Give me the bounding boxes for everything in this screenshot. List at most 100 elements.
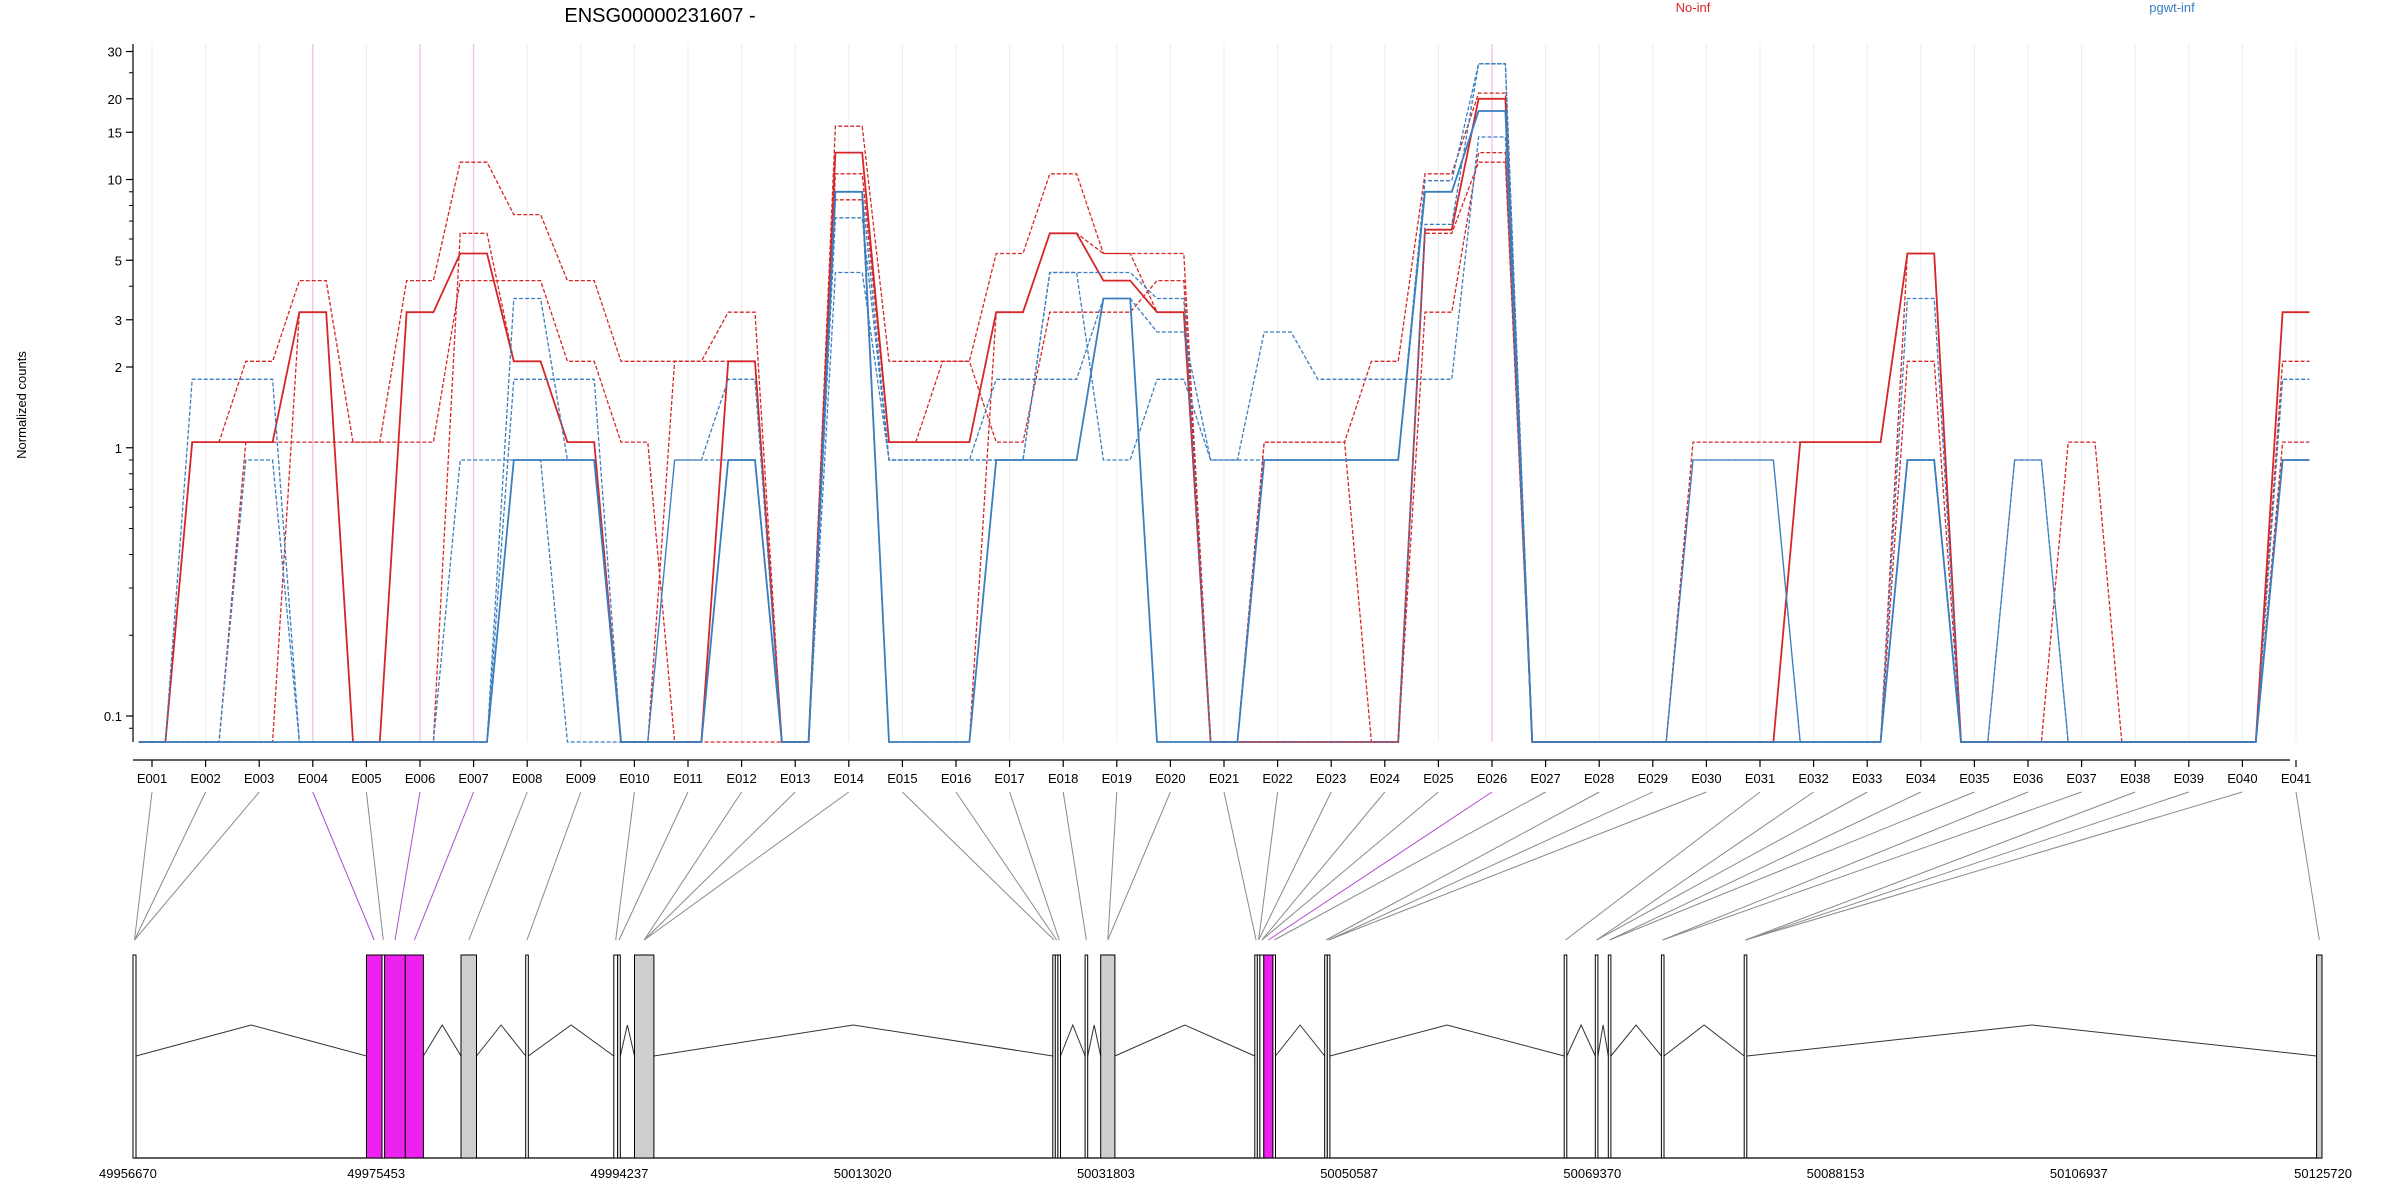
exon-box-E034 xyxy=(1607,954,1612,1159)
connector-E021 xyxy=(1223,791,1257,941)
coord-tick-label: 50050587 xyxy=(1320,1166,1378,1181)
x-tick-label: E012 xyxy=(726,771,756,786)
x-tick-label: E019 xyxy=(1102,771,1132,786)
legend-entry-pgwt-inf: pgwt-inf xyxy=(2149,0,2195,15)
intron-line xyxy=(1329,1024,1565,1057)
connector-E024 xyxy=(1261,791,1386,941)
x-axis: E001 E002 E003 E004 E005 E006 E007 E008 E009 E010… xyxy=(133,759,2311,786)
y-axis-label: Normalized counts xyxy=(14,351,29,459)
coord-tick-label: 50125720 xyxy=(2294,1166,2352,1181)
intron-line xyxy=(1746,1024,2317,1057)
chart-title: ENSG00000231607 - xyxy=(564,5,755,27)
y-tick-label: 1 xyxy=(115,441,122,456)
x-tick-label: E004 xyxy=(298,771,328,786)
connector-E030 xyxy=(1328,791,1707,941)
connector-E026 xyxy=(1268,791,1493,941)
intron-line xyxy=(1597,1024,1609,1057)
exon-box-E001 xyxy=(132,954,137,1159)
connector-E002 xyxy=(134,791,207,941)
exon-box-E041 xyxy=(2316,954,2323,1159)
connector-E015 xyxy=(902,791,1055,941)
connector-E034 xyxy=(1609,791,1922,941)
y-axis: 0.1 1 2 3 5 10 15 20 30 xyxy=(104,44,134,742)
x-tick-label: E005 xyxy=(351,771,381,786)
coord-tick-label: 49994237 xyxy=(591,1166,649,1181)
connector-E017 xyxy=(1009,791,1060,941)
x-tick-label: E013 xyxy=(780,771,810,786)
connector-E022 xyxy=(1258,791,1279,941)
x-tick-label: E035 xyxy=(1959,771,1989,786)
connector-E038 xyxy=(1745,791,2136,941)
x-tick-label: E011 xyxy=(673,771,702,786)
series-line-pgwt-inf-5 xyxy=(138,110,2310,743)
connector-E001 xyxy=(134,791,153,941)
x-tick-label: E014 xyxy=(834,771,864,786)
x-tick-label: E027 xyxy=(1530,771,1560,786)
exon-connectors xyxy=(134,791,2320,941)
intron-line xyxy=(1663,1024,1745,1057)
connector-E032 xyxy=(1596,791,1814,941)
coord-tick-label: 50088153 xyxy=(1807,1166,1865,1181)
x-tick-label: E041 xyxy=(2281,771,2311,786)
connector-E020 xyxy=(1107,791,1171,941)
y-tick-label: 2 xyxy=(115,360,122,375)
coord-tick-label: 50106937 xyxy=(2050,1166,2108,1181)
connector-E039 xyxy=(1745,791,2189,941)
connector-E016 xyxy=(955,791,1058,941)
y-tick-label: 3 xyxy=(115,313,122,328)
series-line-pgwt-inf-8 xyxy=(138,63,2310,743)
connector-E014 xyxy=(643,791,850,941)
x-tick-label: E006 xyxy=(405,771,435,786)
exon-box-E036 xyxy=(1660,954,1665,1159)
coord-tick-label: 50069370 xyxy=(1563,1166,1621,1181)
connector-E013 xyxy=(643,791,796,941)
exon-box-E010 xyxy=(613,954,619,1159)
x-tick-label: E031 xyxy=(1745,771,1775,786)
connector-E040 xyxy=(1745,791,2243,941)
intron-line xyxy=(1087,1024,1102,1057)
x-tick-label: E039 xyxy=(2174,771,2204,786)
connector-E025 xyxy=(1261,791,1439,941)
connector-E031 xyxy=(1565,791,1761,941)
x-tick-label: E020 xyxy=(1155,771,1185,786)
intron-line xyxy=(653,1024,1053,1057)
gene-model: 49956670 49975453 49994237 50013020 50031803… xyxy=(99,954,2352,1181)
x-tick-label: E024 xyxy=(1370,771,1400,786)
x-tick-label: E009 xyxy=(566,771,596,786)
x-tick-label: E023 xyxy=(1316,771,1346,786)
intron-line xyxy=(1114,1024,1256,1057)
legend: No-inf pgwt-inf xyxy=(1676,0,2195,15)
exon-box-E017 xyxy=(1057,954,1062,1159)
intron-line xyxy=(1275,1024,1326,1057)
intron-line xyxy=(422,1024,462,1057)
connector-E035 xyxy=(1609,791,1975,941)
x-tick-label: E022 xyxy=(1262,771,1292,786)
x-tick-label: E008 xyxy=(512,771,542,786)
coord-tick-label: 49975453 xyxy=(347,1166,405,1181)
exon-box-E004 xyxy=(366,954,383,1159)
legend-entry-no-inf: No-inf xyxy=(1676,0,1711,15)
connector-E004 xyxy=(312,791,375,941)
y-tick-label: 0.1 xyxy=(104,709,122,724)
x-tick-label: E040 xyxy=(2227,771,2257,786)
x-tick-label: E016 xyxy=(941,771,971,786)
exon-box-E006 xyxy=(384,954,406,1159)
exon-box-E026 xyxy=(1263,954,1274,1159)
series-lines xyxy=(138,63,2310,743)
intron-line xyxy=(476,1024,527,1057)
x-tick-label: E017 xyxy=(994,771,1024,786)
exon-box-E038 xyxy=(1743,954,1748,1159)
series-line-pgwt-inf-7 xyxy=(138,136,2310,743)
connector-E029 xyxy=(1328,791,1654,941)
x-tick-label: E021 xyxy=(1209,771,1239,786)
x-tick-label: E018 xyxy=(1048,771,1078,786)
connector-E012 xyxy=(643,791,743,941)
connector-E008 xyxy=(468,791,528,941)
intron-line xyxy=(1610,1024,1662,1057)
connector-E036 xyxy=(1662,791,2029,941)
chart-grid xyxy=(151,44,2297,742)
x-tick-label: E029 xyxy=(1638,771,1668,786)
exon-box-E011 xyxy=(617,954,621,1159)
x-tick-label: E036 xyxy=(2013,771,2043,786)
connector-E033 xyxy=(1596,791,1868,941)
